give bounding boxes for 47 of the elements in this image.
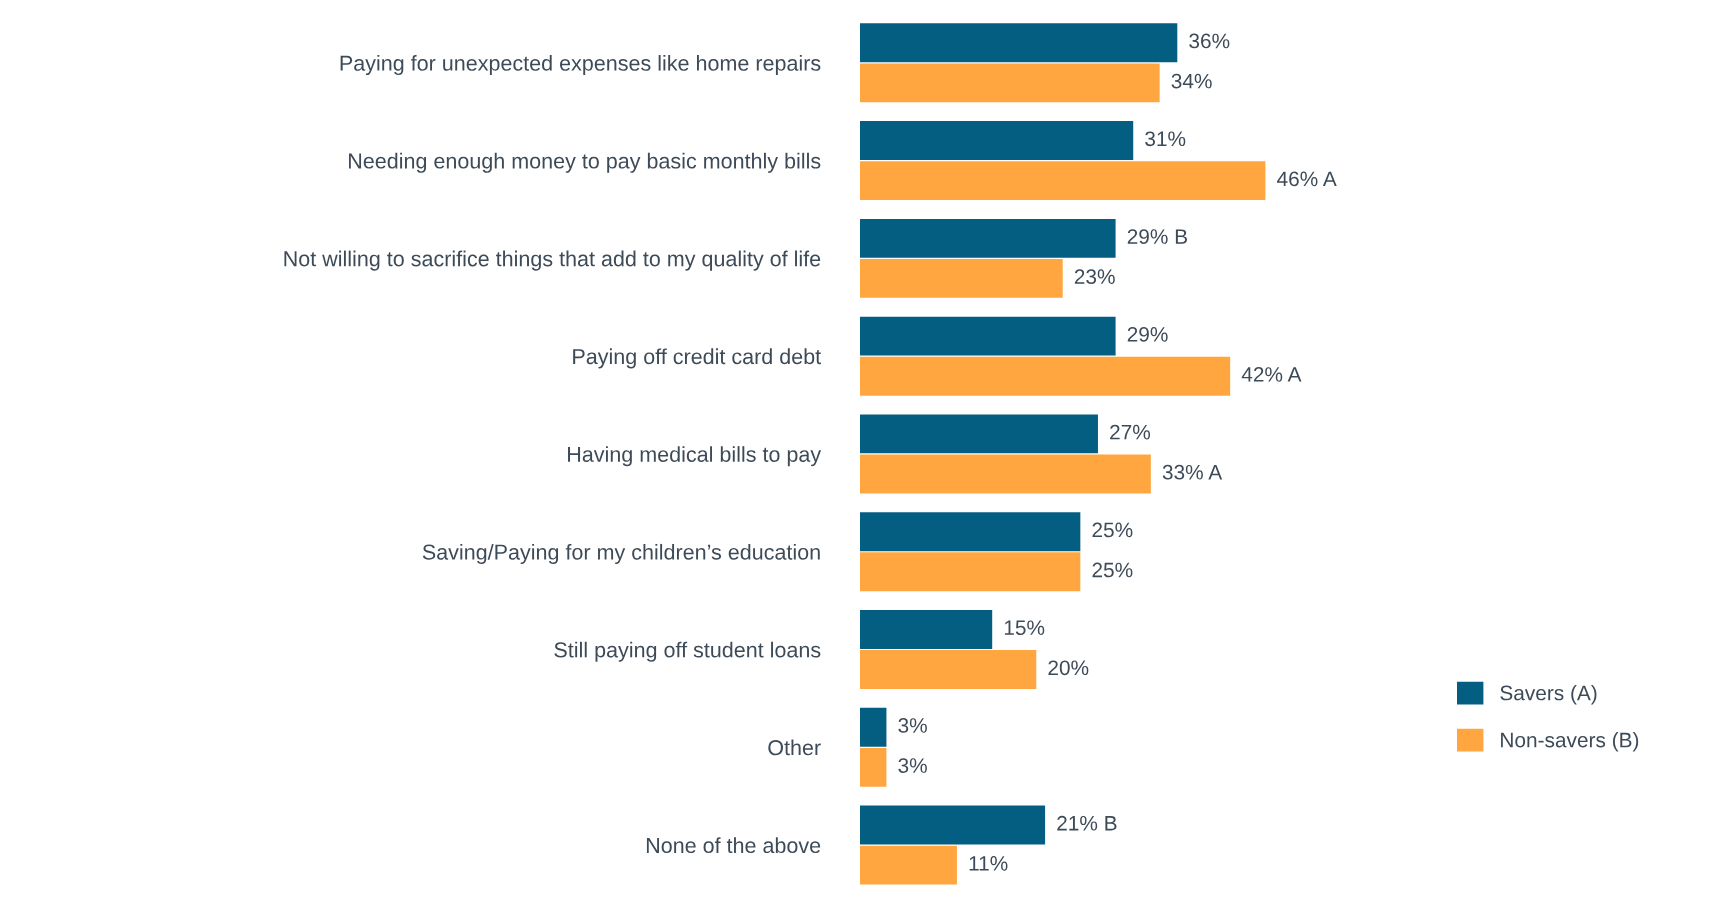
bar	[860, 414, 1098, 454]
data-label: 27%	[1110, 424, 1151, 440]
bar	[860, 707, 887, 747]
bar	[860, 161, 1266, 201]
bar	[860, 845, 957, 885]
data-label: 15%	[1004, 620, 1045, 636]
data-label: 23%	[1074, 269, 1115, 285]
y-tick-label: Paying for unexpected expenses like home repairs	[340, 55, 821, 76]
bar	[860, 23, 1178, 63]
data-label: 25%	[1092, 522, 1133, 538]
data-label: 29%	[1127, 326, 1168, 342]
bar	[860, 356, 1231, 396]
legend-label: Savers (A)	[1500, 685, 1597, 705]
bar	[860, 610, 993, 649]
data-label: 42% A	[1241, 367, 1302, 382]
data-label: 3%	[898, 718, 927, 733]
bar	[860, 552, 1081, 592]
y-tick-label: Still paying off student loans	[554, 641, 821, 662]
data-label: 20%	[1048, 660, 1089, 676]
bar	[860, 258, 1063, 298]
data-label: 21% B	[1057, 815, 1117, 831]
bar	[860, 512, 1081, 552]
data-label: 46% A	[1277, 171, 1337, 187]
y-tick-label: Paying off credit card debt	[573, 348, 821, 369]
data-label: 11%	[969, 856, 1008, 871]
y-tick-label: Needing enough money to pay basic monthly bills	[349, 152, 821, 173]
bar	[860, 121, 1134, 160]
data-label: 25%	[1092, 562, 1133, 578]
y-tick-label: Not willing to sacrifice things that add to my quality of life	[284, 250, 821, 271]
bar	[860, 805, 1046, 845]
y-tick-label: Saving/Paying for my children’s education	[422, 543, 820, 564]
data-label: 34%	[1171, 73, 1212, 89]
bar	[860, 218, 1116, 258]
data-label: 36%	[1189, 33, 1230, 49]
y-tick-label: Other	[768, 739, 821, 756]
data-label: 29% B	[1127, 229, 1187, 244]
data-label: 3%	[898, 758, 927, 773]
bar	[860, 454, 1151, 494]
data-label: 33% A	[1162, 464, 1223, 480]
bar	[860, 650, 1037, 689]
bar	[860, 63, 1160, 103]
y-tick-label: Having medical bills to pay	[568, 446, 822, 467]
legend-label: Non-savers (B)	[1501, 732, 1639, 752]
bar	[860, 316, 1116, 356]
data-label: 31%	[1145, 131, 1186, 147]
y-tick-label: None of the above	[646, 837, 821, 854]
bar	[860, 747, 887, 787]
